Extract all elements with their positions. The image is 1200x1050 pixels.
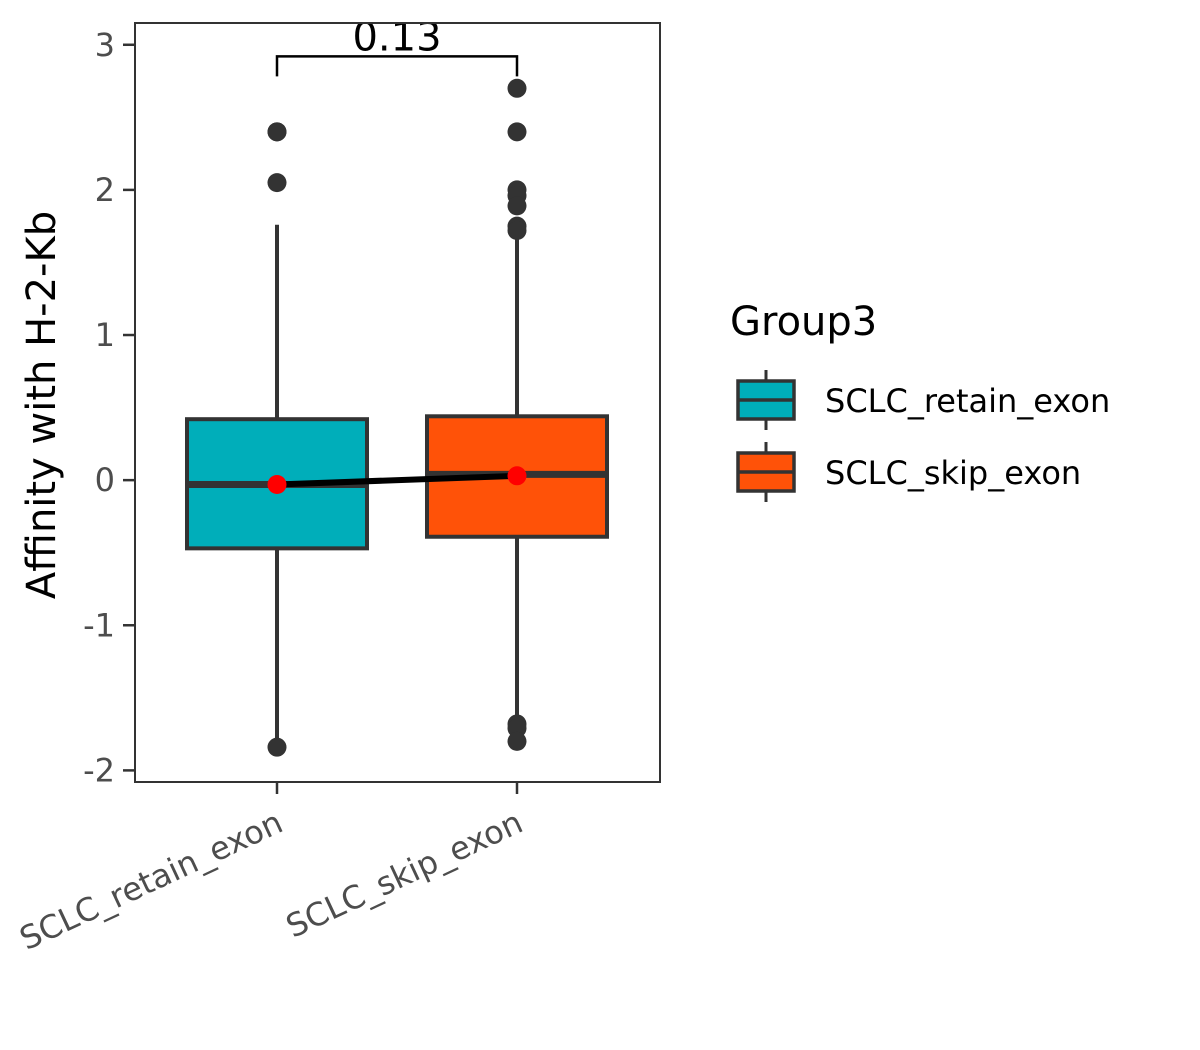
legend-item-label: SCLC_skip_exon [825, 454, 1081, 492]
outlier-point [267, 737, 287, 757]
legend: Group3 SCLC_retain_exon SCLC_skip_exon [730, 299, 1110, 502]
panel-border [134, 22, 661, 783]
mean-line [276, 472, 518, 488]
y-tick-label: 3 [95, 26, 115, 64]
outlier-point [507, 196, 527, 216]
y-tick-label: -1 [83, 606, 115, 644]
legend-title: Group3 [730, 299, 877, 345]
outlier-point [267, 173, 287, 193]
comparison-bracket [275, 55, 519, 77]
mean-point [507, 466, 527, 486]
outlier-point [507, 122, 527, 142]
legend-item-label: SCLC_retain_exon [825, 382, 1110, 420]
mean-point [267, 474, 287, 494]
plot-area: 0.13 [185, 14, 609, 757]
outlier-point [507, 221, 527, 241]
legend-item-SCLC_skip_exon: SCLC_skip_exon [736, 442, 1081, 502]
top-mask [0, 0, 1200, 22]
y-tick-label: 2 [95, 171, 115, 209]
outlier-point [507, 718, 527, 738]
legend-item-SCLC_retain_exon: SCLC_retain_exon [736, 370, 1110, 430]
y-tick-label: 1 [95, 316, 115, 354]
outlier-point [267, 122, 287, 142]
y-tick-label: 0 [95, 461, 115, 499]
outlier-point [507, 78, 527, 98]
y-tick-label: -2 [83, 751, 115, 789]
y-axis-title: Affinity with H-2-Kb [19, 211, 65, 599]
outlier-point [507, 731, 527, 751]
